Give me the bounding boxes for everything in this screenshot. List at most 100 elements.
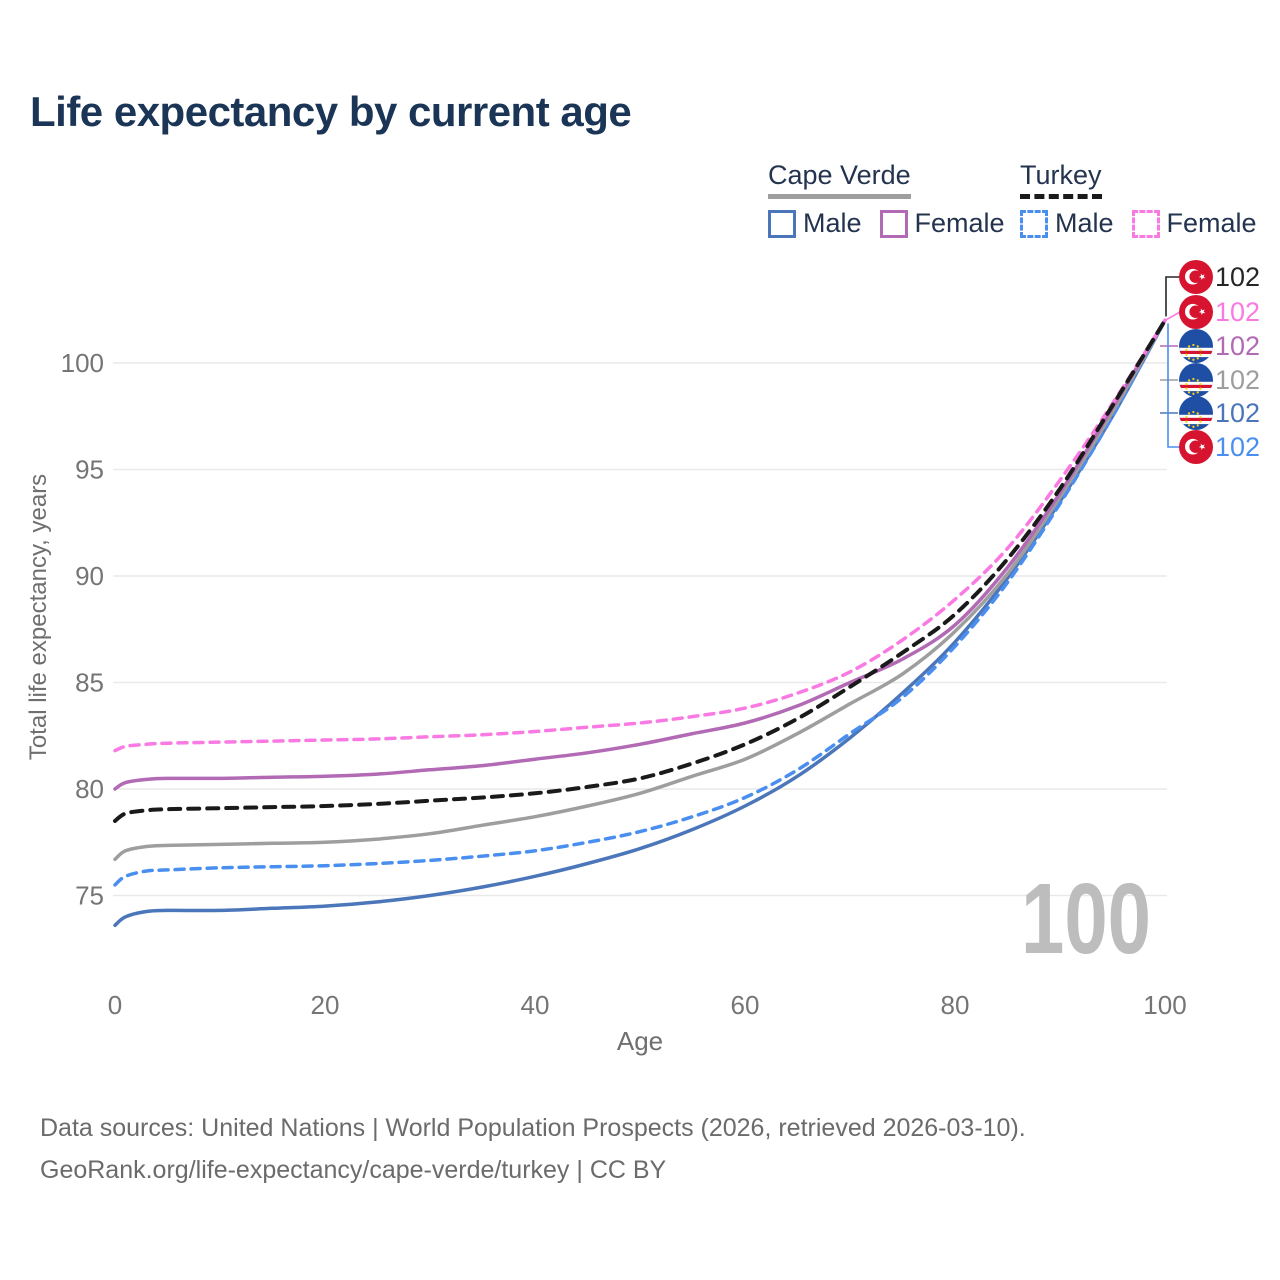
series-line-cape-verde-female xyxy=(113,318,1167,791)
end-value-label: 102 xyxy=(1215,262,1260,292)
cape-verde-male-swatch-icon xyxy=(768,209,796,238)
legend-country-cape-verde: Cape Verde xyxy=(768,160,911,199)
flag-star-dot xyxy=(1196,357,1199,360)
crescent-icon xyxy=(1189,270,1202,283)
legend-country-turkey: Turkey xyxy=(1020,160,1102,199)
flag-star-dot xyxy=(1192,377,1195,381)
end-value-label: 102 xyxy=(1215,365,1260,395)
y-tick-label: 100 xyxy=(61,348,104,378)
y-tick-label: 75 xyxy=(75,881,104,911)
flag-star-dot xyxy=(1187,412,1191,415)
legend: Cape Verde Male Female Turkey Male Femal… xyxy=(0,160,1280,250)
flag-star-dot xyxy=(1185,415,1188,419)
page-title: Life expectancy by current age xyxy=(30,88,632,135)
x-tick-label: 100 xyxy=(1143,990,1186,1020)
legend-toggle-turkey-female[interactable]: Female xyxy=(1131,208,1257,239)
flag-stripe xyxy=(1179,350,1213,354)
flag-star-dot xyxy=(1187,379,1191,382)
star-icon xyxy=(1198,443,1206,451)
flag-star-dot xyxy=(1199,353,1202,356)
end-value-label: 102 xyxy=(1215,398,1260,428)
flag-stripe xyxy=(1179,417,1213,421)
flag-stripe xyxy=(1179,347,1213,351)
series-line-turkey-both xyxy=(113,318,1167,823)
flag-star-dot xyxy=(1192,392,1195,395)
flag-star-dot xyxy=(1192,358,1195,361)
x-axis-title: Age xyxy=(617,1026,663,1056)
current-age-watermark: 100 xyxy=(1021,863,1151,975)
series-line-cape-verde-both xyxy=(113,318,1167,862)
flag-star-dot xyxy=(1192,343,1195,347)
legend-toggle-cape-verde-male[interactable]: Male xyxy=(768,208,862,239)
end-value-label: 102 xyxy=(1215,331,1260,361)
source-footer: Data sources: United Nations | World Pop… xyxy=(40,1107,1026,1191)
end-label-connector xyxy=(1165,276,1180,317)
cape-verde-flag-icon xyxy=(1179,329,1213,363)
flag-star-dot xyxy=(1187,391,1191,394)
y-tick-label: 95 xyxy=(75,455,104,485)
flag-star-dot xyxy=(1196,424,1199,427)
flag-stripe xyxy=(1179,388,1213,392)
flag-star-dot xyxy=(1196,345,1199,348)
crescent-icon xyxy=(1189,440,1202,453)
flag-stripe xyxy=(1179,384,1213,388)
flag-star-dot xyxy=(1199,382,1202,386)
y-tick-label: 90 xyxy=(75,561,104,591)
star-icon xyxy=(1198,273,1206,281)
flag-star-dot xyxy=(1187,357,1191,360)
flag-star-dot xyxy=(1185,387,1188,390)
legend-toggle-cape-verde-female[interactable]: Female xyxy=(879,208,1005,239)
flag-star-dot xyxy=(1199,420,1202,423)
flag-star-dot xyxy=(1187,424,1191,427)
flag-star-dot xyxy=(1196,379,1199,382)
flag-stripe xyxy=(1179,421,1213,425)
x-tick-label: 20 xyxy=(311,990,340,1020)
legend-toggle-turkey-male[interactable]: Male xyxy=(1020,208,1114,239)
series-line-turkey-female xyxy=(113,318,1167,753)
flag-star-dot xyxy=(1185,420,1188,423)
x-tick-label: 80 xyxy=(941,990,970,1020)
end-label-connector xyxy=(1164,311,1181,322)
x-tick-label: 40 xyxy=(521,990,550,1020)
flag-star-dot xyxy=(1185,382,1188,386)
crescent-icon xyxy=(1189,305,1202,318)
legend-group-cape-verde: Cape Verde Male Female xyxy=(768,160,1005,239)
flag-star-dot xyxy=(1196,412,1199,415)
legend-label-male: Male xyxy=(803,208,862,238)
end-value-label: 102 xyxy=(1215,297,1260,327)
flag-star-dot xyxy=(1199,387,1202,390)
series-line-turkey-male xyxy=(113,318,1167,887)
end-label-connector xyxy=(1167,323,1180,448)
flag-star-dot xyxy=(1185,348,1188,352)
x-tick-label: 0 xyxy=(108,990,122,1020)
legend-label-female: Female xyxy=(914,208,1005,238)
flag-star-dot xyxy=(1199,348,1202,352)
flag-star-dot xyxy=(1192,425,1195,428)
y-tick-label: 85 xyxy=(75,668,104,698)
flag-star-dot xyxy=(1199,415,1202,419)
flag-star-dot xyxy=(1185,353,1188,356)
y-axis-title: Total life expectancy, years xyxy=(25,474,52,760)
attribution-line: GeoRank.org/life-expectancy/cape-verde/t… xyxy=(40,1156,667,1184)
turkey-male-swatch-icon xyxy=(1020,209,1048,238)
data-sources-line: Data sources: United Nations | World Pop… xyxy=(40,1114,1026,1142)
flag-stripe xyxy=(1179,414,1213,418)
turkey-female-swatch-icon xyxy=(1131,209,1160,238)
star-icon xyxy=(1198,308,1206,316)
cape-verde-flag-icon xyxy=(1179,396,1213,430)
cape-verde-flag-icon xyxy=(1179,363,1213,397)
legend-group-turkey: Turkey Male Female xyxy=(1020,160,1257,239)
flag-star-dot xyxy=(1192,410,1195,414)
legend-label-male: Male xyxy=(1055,208,1114,238)
series-line-cape-verde-male xyxy=(113,318,1167,928)
flag-stripe xyxy=(1179,381,1213,385)
end-value-label: 102 xyxy=(1215,432,1260,462)
flag-star-dot xyxy=(1196,391,1199,394)
y-tick-label: 80 xyxy=(75,774,104,804)
legend-label-female: Female xyxy=(1166,208,1257,238)
flag-star-dot xyxy=(1187,345,1191,348)
cape-verde-female-swatch-icon xyxy=(879,209,908,238)
flag-stripe xyxy=(1179,354,1213,358)
x-tick-label: 60 xyxy=(731,990,760,1020)
